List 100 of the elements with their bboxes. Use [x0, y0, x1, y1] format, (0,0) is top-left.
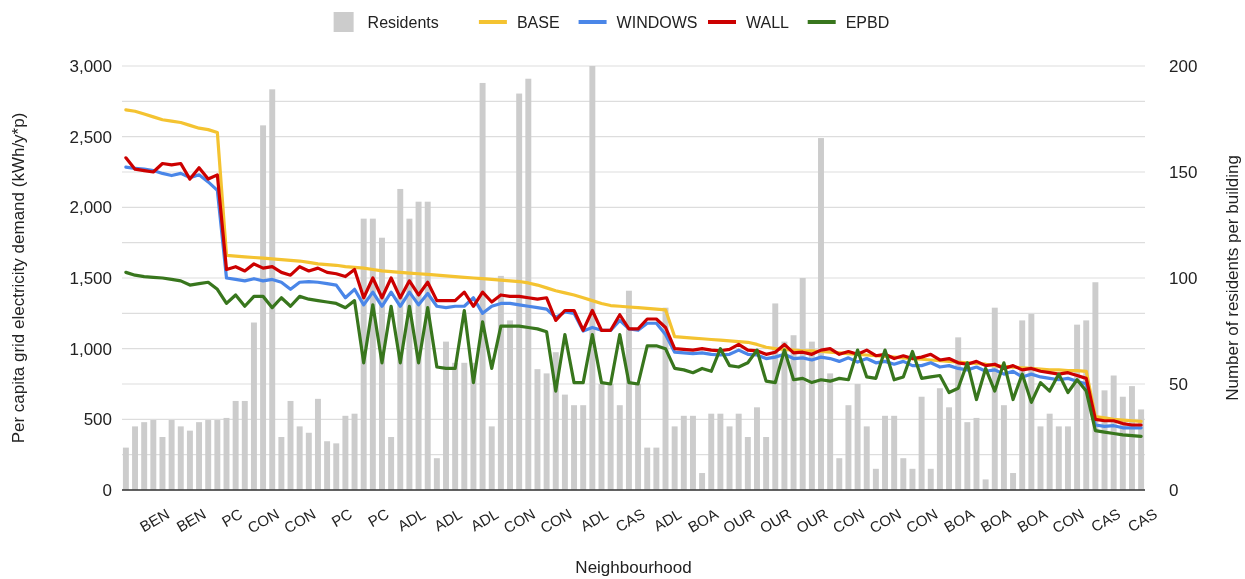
x-tick-label: OUR	[793, 504, 831, 537]
bar	[1019, 320, 1026, 490]
x-tick-label: CON	[537, 504, 575, 537]
bar	[342, 415, 349, 490]
bar	[1010, 473, 1017, 490]
bar	[132, 426, 139, 490]
bar	[168, 420, 175, 490]
y2-tick-label: 200	[1169, 56, 1198, 76]
bar	[589, 66, 596, 490]
bar	[699, 473, 706, 490]
bar	[891, 415, 898, 490]
x-tick-label: BEN	[136, 504, 173, 536]
legend-label: Residents	[367, 13, 439, 31]
bar	[863, 426, 870, 490]
bar	[388, 437, 395, 490]
x-tick-label: ADL	[394, 504, 429, 535]
bar	[1028, 314, 1035, 490]
bar	[433, 458, 440, 490]
x-tick-label: CON	[500, 504, 538, 537]
bar	[635, 384, 642, 490]
bar	[122, 447, 129, 490]
bar	[1074, 324, 1081, 490]
x-tick-label: ADL	[430, 504, 465, 535]
bar	[754, 407, 760, 490]
line-series	[124, 270, 1143, 438]
x-tick-label: PC	[365, 504, 392, 531]
y2-axis-title: Number of residents per building	[1223, 155, 1242, 401]
x-tick-label: BOA	[977, 504, 1014, 536]
bar	[314, 398, 321, 490]
bar	[955, 337, 962, 490]
x-tick-label: CON	[902, 504, 941, 537]
x-tick-label: CAS	[1088, 504, 1124, 536]
bar	[1046, 413, 1053, 490]
bar	[918, 396, 925, 490]
y-tick-label: 1,500	[69, 268, 112, 288]
bar	[196, 422, 203, 490]
bar	[671, 426, 678, 490]
bar	[333, 443, 340, 490]
y-tick-label: 500	[83, 410, 112, 430]
bar	[543, 373, 550, 490]
bar	[607, 384, 614, 490]
bar	[186, 430, 193, 490]
bar	[827, 373, 834, 490]
legend-label: EPBD	[845, 13, 890, 31]
bar	[616, 405, 623, 490]
x-tick-label: CON	[829, 504, 868, 537]
bar	[936, 388, 943, 490]
x-tick-label: PC	[328, 504, 356, 531]
bar	[278, 437, 285, 490]
x-tick-label: OUR	[720, 504, 758, 537]
bar	[351, 413, 358, 490]
x-tick-label: ADL	[577, 504, 612, 535]
x-tick-label: CON	[281, 504, 319, 537]
bar	[461, 362, 468, 490]
bar	[900, 458, 907, 490]
bar	[269, 89, 276, 490]
bar	[1064, 426, 1071, 490]
bar	[159, 437, 166, 490]
x-tick-label: CAS	[1124, 504, 1160, 536]
legend-label: WALL	[746, 13, 790, 31]
bar	[525, 78, 532, 490]
x-tick-label: CAS	[612, 504, 648, 536]
bar	[177, 426, 184, 490]
x-tick-label: BOA	[684, 504, 721, 536]
y2-tick-label: 0	[1169, 480, 1179, 500]
bar	[790, 335, 797, 490]
y2-tick-label: 150	[1169, 162, 1198, 182]
bar	[799, 278, 806, 490]
bar	[836, 458, 843, 490]
bar	[571, 405, 578, 490]
bar	[452, 362, 459, 490]
bar	[580, 405, 587, 490]
x-tick-label: ADL	[650, 504, 685, 535]
y-tick-label: 2,000	[69, 198, 112, 218]
bar	[909, 468, 916, 490]
bar	[250, 322, 257, 490]
bar	[443, 341, 449, 490]
x-axis-title: Neighbourhood	[575, 558, 692, 577]
bar	[214, 420, 221, 490]
bar	[534, 369, 541, 490]
bar	[296, 426, 303, 490]
bar	[726, 426, 733, 490]
bar	[735, 413, 742, 490]
y-tick-label: 1,000	[69, 339, 112, 359]
y2-tick-label: 100	[1169, 268, 1198, 288]
bar	[882, 415, 888, 490]
x-tick-label: BOA	[941, 504, 977, 536]
bar	[744, 437, 751, 490]
y-tick-label: 2,500	[69, 127, 112, 147]
y-tick-label: 0	[102, 480, 112, 500]
bar	[818, 138, 824, 490]
x-tick-label: ADL	[467, 504, 502, 535]
legend-label: WINDOWS	[616, 13, 698, 31]
bar	[205, 420, 212, 490]
bar	[927, 468, 934, 490]
bar	[946, 407, 953, 490]
bar	[1110, 375, 1117, 490]
bar	[1000, 405, 1007, 490]
bar	[260, 125, 267, 490]
bar	[808, 341, 815, 490]
